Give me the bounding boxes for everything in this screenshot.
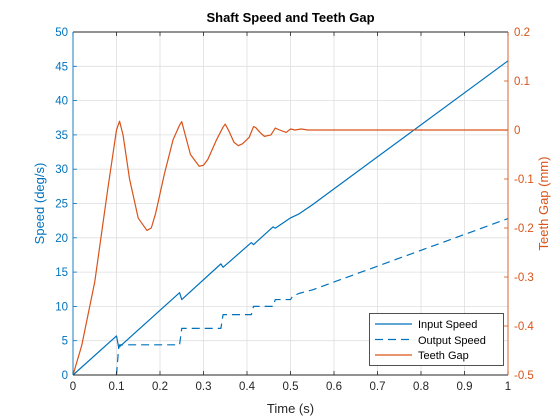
y-tick-label-left: 30 (55, 164, 68, 176)
x-tick-label: 0.5 (283, 381, 299, 393)
x-tick-label: 1 (505, 381, 511, 393)
x-tick-label: 0.3 (196, 381, 212, 393)
x-axis-label: Time (s) (267, 401, 314, 416)
chart-title: Shaft Speed and Teeth Gap (206, 10, 374, 25)
y-tick-label-right: -0.1 (514, 174, 534, 186)
y-tick-label-left: 20 (55, 233, 68, 245)
tick-labels: 0 0.1 0.2 0.3 0.4 0.5 0.6 0.7 0.8 0.9 105101520253… (55, 27, 534, 393)
x-tick-label: 0.1 (109, 381, 125, 393)
y-tick-label-left: 10 (55, 301, 68, 313)
x-tick-label: 0.7 (370, 381, 386, 393)
legend-label-teeth-gap: Teeth Gap (418, 350, 469, 362)
y-tick-label-right: -0.4 (514, 321, 534, 333)
x-tick-label: 0.8 (413, 381, 429, 393)
y-tick-label-right: -0.3 (514, 272, 534, 284)
x-tick-label: 0.6 (326, 381, 342, 393)
legend-label-output-speed: Output Speed (418, 335, 486, 347)
y-tick-label-right: 0.2 (514, 27, 530, 39)
y-axis-label-right: Teeth Gap (mm) (536, 157, 551, 251)
legend: Input Speed Output Speed Teeth Gap (369, 313, 504, 366)
series-line-input-speed (72, 60, 509, 376)
y-tick-label-right: 0 (514, 125, 520, 137)
y-tick-label-left: 35 (55, 130, 68, 142)
x-tick-label: 0 (70, 381, 76, 393)
x-tick-label: 0.4 (239, 381, 256, 393)
y-tick-label-left: 5 (62, 336, 68, 348)
y-tick-label-left: 50 (55, 27, 68, 39)
y-tick-label-left: 40 (55, 96, 68, 108)
y-tick-label-left: 25 (55, 199, 68, 211)
x-tick-label: 0.2 (152, 381, 168, 393)
series-layer (72, 60, 509, 376)
y-tick-label-left: 15 (55, 267, 68, 279)
x-tick-label: 0.9 (457, 381, 473, 393)
y-tick-label-right: 0.1 (514, 76, 530, 88)
legend-label-input-speed: Input Speed (418, 319, 477, 331)
y-tick-label-right: -0.5 (514, 370, 534, 382)
y-tick-label-right: -0.2 (514, 223, 534, 235)
y-tick-label-left: 45 (55, 61, 68, 73)
series-line-teeth-gap (72, 120, 508, 376)
axes (72, 31, 509, 376)
y-tick-label-left: 0 (62, 370, 68, 382)
y-axis-label-left: Speed (deg/s) (32, 163, 47, 245)
